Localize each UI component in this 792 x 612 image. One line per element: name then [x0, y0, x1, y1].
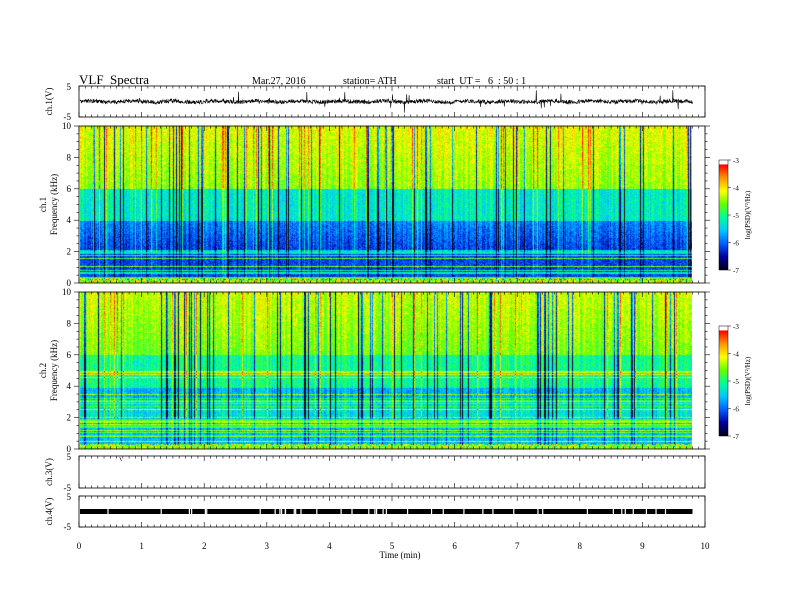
ch2-spectrogram-colorbar-tick-m7: -7: [733, 433, 739, 441]
ch2-spectrogram-ytick-4: 4: [67, 381, 72, 391]
ch2-spectrogram-colorbar-tick-m5: -5: [733, 378, 739, 386]
xtick-2: 2: [202, 541, 207, 551]
ch2-spectrogram-xticks: [78, 292, 706, 449]
ch1-spectrogram-heatmap: [80, 126, 692, 283]
ch2-spectrogram-ytick-2: 2: [67, 413, 72, 423]
xtick-8: 8: [578, 541, 583, 551]
ch2-spectrogram-heatmap: [80, 292, 692, 449]
ch1-waveform-ytick-bottom: -5: [64, 112, 72, 122]
xtick-5: 5: [390, 541, 395, 551]
ch1-spectrogram-ylabel-frequency: Frequency (kHz): [49, 174, 59, 235]
ch2-spectrogram-colorbar-tick-m6: -6: [733, 406, 739, 414]
ch4-waveform-ylabel: ch.4(V): [44, 498, 54, 526]
ch2-spectrogram-ytick-10: 10: [62, 287, 72, 297]
ch3-waveform-trace: [119, 456, 122, 462]
ch3-waveform-xticks: [78, 456, 706, 488]
xtick-10: 10: [701, 541, 711, 551]
ch2-spectrogram-ytick-8: 8: [67, 318, 72, 328]
xtick-9: 9: [640, 541, 645, 551]
ch1-spectrogram-ytick-2: 2: [67, 247, 72, 257]
ch1-spectrogram-colorbar-label: log(PSD)(V²/Hz): [744, 190, 752, 239]
xtick-0: 0: [77, 541, 82, 551]
ch1-spectrogram-ytick-4: 4: [67, 215, 72, 225]
ch2-spectrogram-ytick-6: 6: [67, 350, 72, 360]
xtick-4: 4: [327, 541, 332, 551]
ch4-waveform-xticks: [78, 496, 706, 527]
ch2-spectrogram-ytick-0: 0: [67, 444, 72, 454]
xtick-7: 7: [515, 541, 520, 551]
ch2-spectrogram-colorbar: [719, 326, 728, 436]
ch2-spectrogram-colorbar-tick-m4: -4: [733, 351, 739, 359]
ch1-spectrogram-ytick-10: 10: [62, 121, 72, 131]
ch1-spectrogram-ytick-8: 8: [67, 152, 72, 162]
ch1-waveform-ytick-top: 5: [67, 82, 72, 92]
ch1-spectrogram-colorbar: [719, 160, 728, 270]
ch4-waveform-ytick-bottom: -5: [64, 522, 72, 532]
ch1-spectrogram-colorbar-tick-m4: -4: [733, 185, 739, 193]
ch1-spectrogram-xticks: [78, 126, 706, 283]
date-label: Mar.27, 2016: [252, 76, 306, 87]
ch1-spectrogram-colorbar-tick-m7: -7: [733, 267, 739, 275]
x-axis-label: Time (min): [380, 550, 421, 560]
xtick-1: 1: [139, 541, 144, 551]
start-time-label: start UT = 6 : 50 : 1: [437, 76, 527, 87]
ch1-waveform-trace: [79, 90, 693, 113]
ch3-waveform-ylabel: ch.3(V): [44, 458, 54, 486]
station-label: station= ATH: [343, 76, 397, 87]
ch4-waveform-ytick-top: 5: [67, 492, 72, 502]
ch2-spectrogram-ylabel-frequency: Frequency (kHz): [49, 340, 59, 401]
ch3-waveform-ytick-top: 5: [67, 452, 72, 462]
ch1-spectrogram-colorbar-tick-m3: -3: [733, 157, 739, 165]
ch1-spectrogram-ylabel-channel: ch.1: [38, 197, 48, 212]
xtick-6: 6: [452, 541, 457, 551]
ch1-waveform-xticks: [78, 86, 706, 117]
ch2-spectrogram-ylabel-channel: ch.2: [38, 363, 48, 378]
ch1-spectrogram-ytick-0: 0: [67, 278, 72, 288]
ch1-spectrogram-ytick-6: 6: [67, 184, 72, 194]
ch1-spectrogram-colorbar-tick-m5: -5: [733, 212, 739, 220]
ch1-waveform-ylabel: ch.1(V): [44, 88, 54, 116]
ch2-spectrogram-colorbar-tick-m3: -3: [733, 323, 739, 331]
figure-title: VLF Spectra: [79, 72, 150, 87]
xtick-3: 3: [265, 541, 270, 551]
ch2-spectrogram-colorbar-label: log(PSD)(V²/Hz): [744, 356, 752, 405]
ch1-spectrogram-colorbar-tick-m6: -6: [733, 240, 739, 248]
ch3-waveform-ytick-bottom: -5: [64, 483, 72, 493]
